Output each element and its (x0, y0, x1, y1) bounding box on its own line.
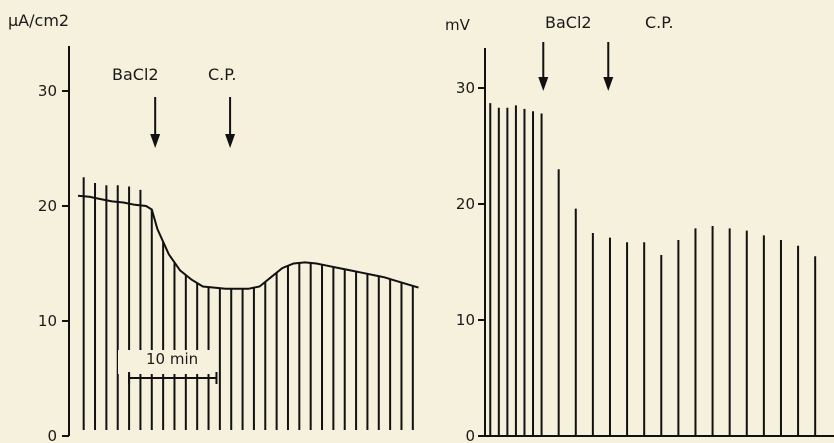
cp-label-right: C.P. (645, 13, 674, 32)
voltage-y-tick-label: 20 (456, 195, 475, 213)
cp-label-left: C.P. (208, 65, 237, 84)
time-scale-label: 10 min (146, 350, 198, 368)
voltage-panel: 0 10 20 30 mV BaCl2 C.P. (445, 13, 834, 443)
current-y-tick-label: 20 (38, 197, 57, 215)
bacl2-label-left: BaCl2 (112, 65, 159, 84)
current-y-label: µA/cm2 (8, 11, 69, 30)
cp-arrow-left: C.P. (208, 65, 237, 148)
bacl2-label-right: BaCl2 (545, 13, 592, 32)
bacl2-arrow-left: BaCl2 (112, 65, 161, 148)
current-y-tick-label: 0 (47, 427, 57, 443)
current-y-axis: 0 10 20 30 (38, 46, 70, 443)
time-scale-bar: 10 min (118, 350, 218, 384)
current-panel: 0 10 20 30 µA/cm2 BaCl2 C.P. 10 min (8, 11, 419, 443)
voltage-bars (489, 103, 817, 436)
voltage-y-tick-label: 10 (456, 311, 475, 329)
current-y-tick-label: 30 (38, 82, 57, 100)
voltage-y-tick-label: 30 (456, 79, 475, 97)
voltage-y-label: mV (445, 16, 471, 34)
cp-arrow-right: C.P. (603, 13, 674, 91)
current-y-tick-label: 10 (38, 312, 57, 330)
bacl2-arrow-right: BaCl2 (538, 13, 592, 91)
current-trace-line (77, 194, 419, 290)
current-pulses (82, 177, 414, 430)
voltage-y-axis: 0 10 20 30 (456, 48, 834, 443)
voltage-y-tick-label: 0 (465, 427, 475, 443)
